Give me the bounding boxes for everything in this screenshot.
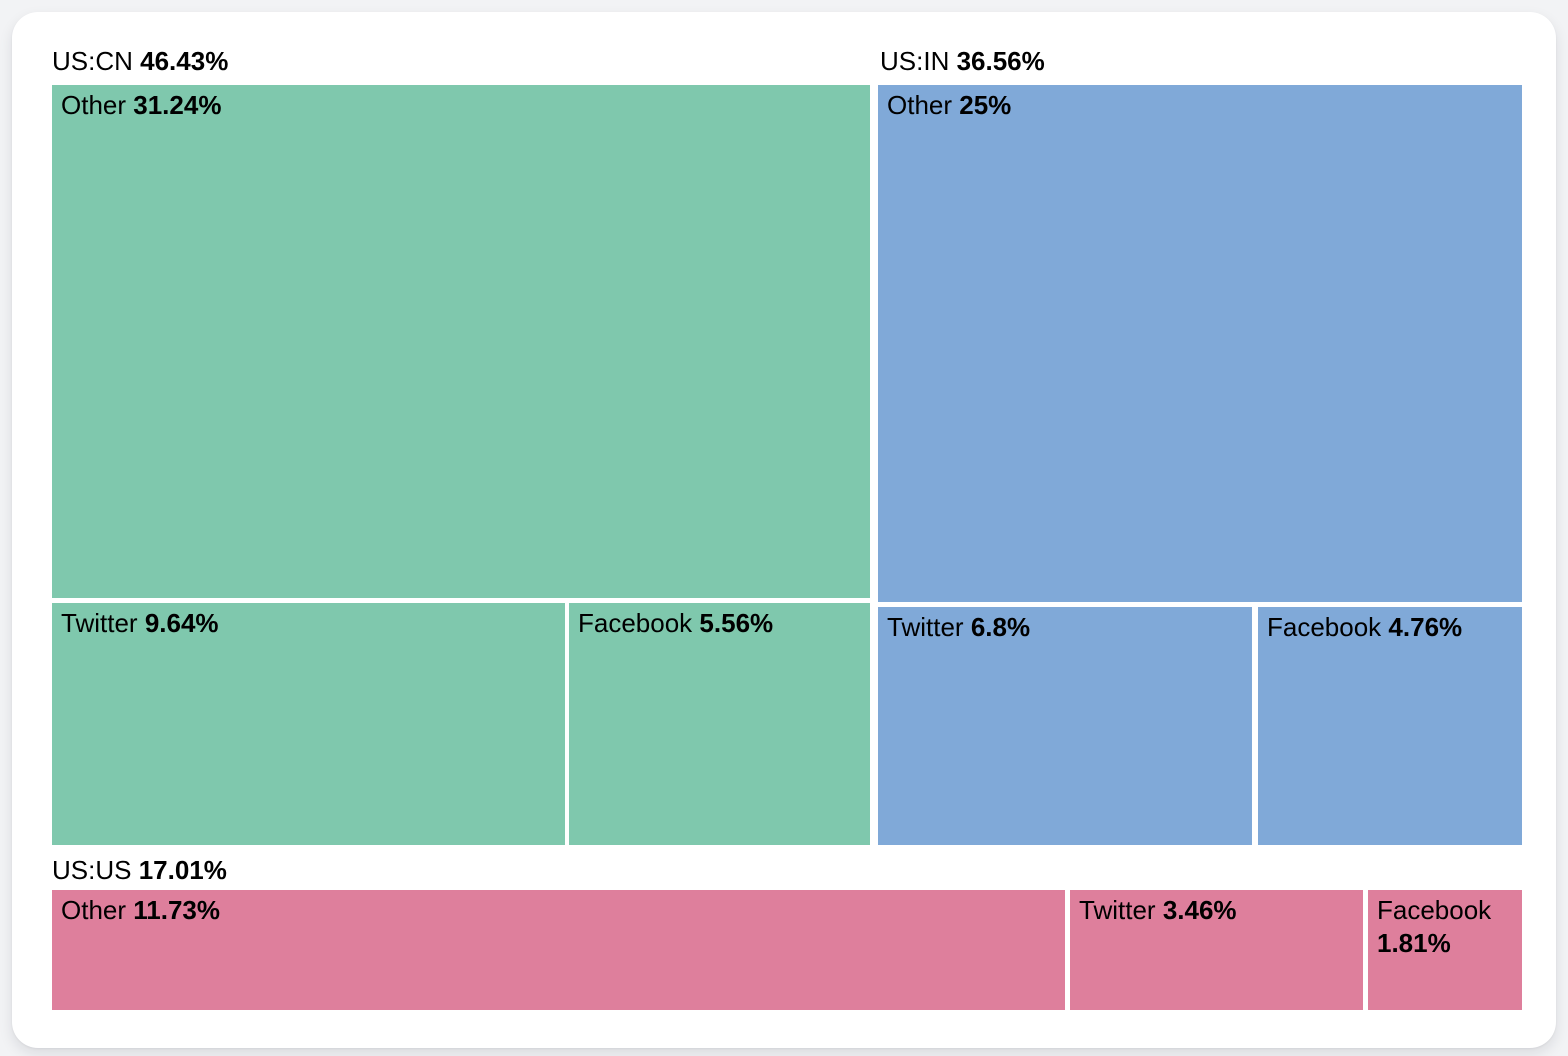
group-header-us-in: US:IN 36.56% [880, 46, 1045, 76]
treemap-cell-us-us-facebook[interactable]: Facebook 1.81% [1368, 890, 1522, 1010]
cell-label: Other [887, 90, 953, 120]
chart-card: US:CN 46.43% Other 31.24% Twitter 9.64% … [12, 12, 1556, 1048]
treemap-cell-us-cn-twitter[interactable]: Twitter 9.64% [52, 603, 565, 845]
cell-value: 11.73% [133, 895, 221, 925]
treemap-cell-us-in-twitter[interactable]: Twitter 6.8% [878, 607, 1252, 845]
treemap-cell-us-us-other[interactable]: Other 11.73% [52, 890, 1065, 1010]
cell-label: Facebook [1267, 612, 1382, 642]
cell-label: Facebook [1377, 895, 1492, 925]
cell-value: 6.8% [970, 612, 1031, 642]
cell-value: 3.46% [1162, 895, 1237, 925]
treemap-cell-us-in-facebook[interactable]: Facebook 4.76% [1258, 607, 1522, 845]
group-value: 46.43% [140, 46, 229, 76]
group-header-us-cn: US:CN 46.43% [52, 46, 228, 76]
treemap-cell-us-in-other[interactable]: Other 25% [878, 85, 1522, 602]
cell-value: 25% [959, 90, 1012, 120]
treemap-cell-us-us-twitter[interactable]: Twitter 3.46% [1070, 890, 1363, 1010]
treemap-cell-us-cn-facebook[interactable]: Facebook 5.56% [569, 603, 870, 845]
cell-label: Other [61, 895, 127, 925]
cell-value: 9.64% [144, 608, 219, 638]
group-label: US:US [52, 855, 132, 885]
treemap-cell-us-cn-other[interactable]: Other 31.24% [52, 85, 870, 598]
treemap-chart: US:CN 46.43% Other 31.24% Twitter 9.64% … [12, 12, 1556, 1048]
group-value: 17.01% [138, 855, 227, 885]
group-label: US:CN [52, 46, 133, 76]
cell-label: Twitter [1079, 895, 1156, 925]
cell-label: Other [61, 90, 127, 120]
cell-value: 4.76% [1388, 612, 1463, 642]
group-header-us-us: US:US 17.01% [52, 855, 227, 885]
cell-label: Facebook [578, 608, 693, 638]
cell-value: 1.81% [1377, 928, 1451, 958]
cell-label: Twitter [61, 608, 138, 638]
cell-label: Twitter [887, 612, 964, 642]
cell-value: 5.56% [699, 608, 774, 638]
group-label: US:IN [880, 46, 950, 76]
group-value: 36.56% [956, 46, 1045, 76]
cell-value: 31.24% [133, 90, 222, 120]
